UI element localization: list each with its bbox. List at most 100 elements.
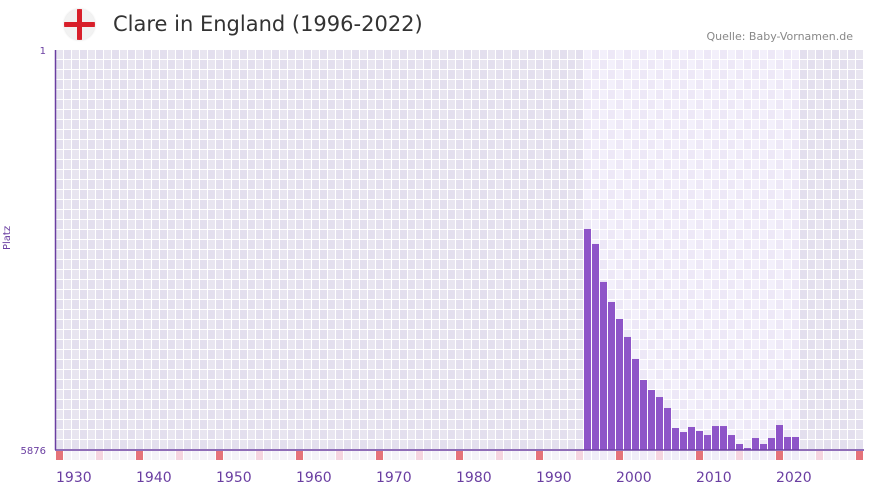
grid-cell: [176, 200, 183, 209]
grid-cell: [512, 160, 519, 169]
grid-cell: [240, 250, 247, 259]
grid-cell: [480, 140, 487, 149]
grid-cell: [424, 280, 431, 289]
grid-cell: [408, 170, 415, 179]
grid-cell: [248, 260, 255, 269]
grid-cell: [808, 200, 815, 209]
grid-cell: [720, 80, 727, 89]
grid-cell: [408, 330, 415, 339]
grid-cell: [544, 420, 551, 429]
x-tick-label: 1940: [136, 470, 172, 486]
grid-cell: [56, 170, 63, 179]
grid-cell: [192, 150, 199, 159]
grid-cell: [792, 230, 799, 239]
grid-cell: [240, 310, 247, 319]
grid-cell: [432, 440, 439, 449]
grid-cell: [712, 340, 719, 349]
grid-cell: [632, 310, 639, 319]
grid-cell: [424, 240, 431, 249]
grid-cell: [752, 420, 759, 429]
grid-cell: [200, 70, 207, 79]
grid-cell: [208, 70, 215, 79]
grid-cell: [360, 290, 367, 299]
grid-cell: [160, 390, 167, 399]
grid-cell: [632, 50, 639, 59]
grid-cell: [456, 170, 463, 179]
grid-cell: [632, 240, 639, 249]
grid-cell: [816, 150, 823, 159]
grid-cell: [112, 340, 119, 349]
year-marker: [328, 451, 335, 460]
grid-cell: [192, 140, 199, 149]
grid-cell: [208, 250, 215, 259]
grid-cell: [576, 100, 583, 109]
grid-cell: [568, 430, 575, 439]
grid-cell: [56, 370, 63, 379]
grid-cell: [160, 80, 167, 89]
grid-cell: [184, 270, 191, 279]
grid-cell: [816, 210, 823, 219]
grid-cell: [352, 250, 359, 259]
grid-cell: [432, 320, 439, 329]
grid-cell: [480, 50, 487, 59]
grid-cell: [664, 50, 671, 59]
grid-cell: [80, 390, 87, 399]
grid-cell: [528, 250, 535, 259]
grid-cell: [176, 240, 183, 249]
grid-cell: [456, 130, 463, 139]
grid-cell: [224, 260, 231, 269]
grid-cell: [280, 320, 287, 329]
grid-cell: [224, 320, 231, 329]
grid-cell: [760, 300, 767, 309]
grid-cell: [272, 330, 279, 339]
grid-cell: [680, 280, 687, 289]
grid-cell: [624, 290, 631, 299]
grid-cell: [568, 160, 575, 169]
grid-cell: [728, 200, 735, 209]
grid-cell: [568, 140, 575, 149]
grid-cell: [448, 290, 455, 299]
grid-cell: [840, 290, 847, 299]
grid-cell: [488, 190, 495, 199]
grid-cell: [144, 240, 151, 249]
grid-cell: [744, 330, 751, 339]
grid-cell: [296, 300, 303, 309]
grid-cell: [504, 370, 511, 379]
grid-cell: [136, 210, 143, 219]
grid-cell: [760, 370, 767, 379]
grid-cell: [504, 380, 511, 389]
grid-cell: [776, 320, 783, 329]
grid-cell: [800, 80, 807, 89]
grid-cell: [56, 80, 63, 89]
grid-cell: [800, 140, 807, 149]
grid-cell: [112, 210, 119, 219]
grid-cell: [776, 330, 783, 339]
grid-cell: [648, 230, 655, 239]
grid-cell: [488, 360, 495, 369]
grid-cell: [368, 410, 375, 419]
grid-cell: [120, 230, 127, 239]
grid-cell: [256, 190, 263, 199]
grid-cell: [560, 60, 567, 69]
grid-cell: [280, 210, 287, 219]
grid-cell: [248, 240, 255, 249]
grid-cell: [272, 270, 279, 279]
grid-cell: [216, 350, 223, 359]
grid-cell: [472, 240, 479, 249]
grid-cell: [792, 90, 799, 99]
grid-cell: [360, 160, 367, 169]
grid-cell: [584, 190, 591, 199]
grid-cell: [424, 260, 431, 269]
grid-cell: [440, 250, 447, 259]
grid-cell: [416, 120, 423, 129]
grid-cell: [480, 320, 487, 329]
grid-cell: [64, 310, 71, 319]
grid-cell: [856, 220, 863, 229]
grid-cell: [136, 260, 143, 269]
grid-cell: [736, 250, 743, 259]
grid-cell: [856, 430, 863, 439]
grid-cell: [72, 410, 79, 419]
grid-cell: [232, 250, 239, 259]
grid-cell: [272, 400, 279, 409]
grid-cell: [456, 290, 463, 299]
